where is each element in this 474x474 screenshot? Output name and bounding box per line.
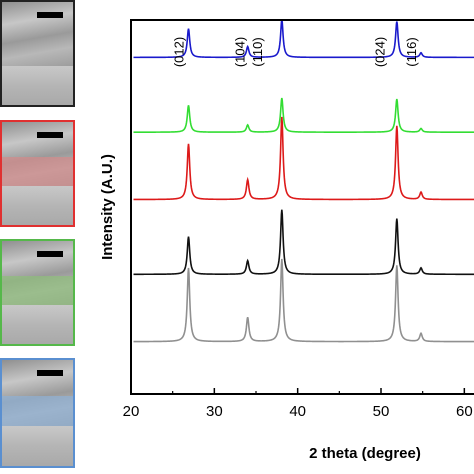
- peak-label-2: (104): [232, 37, 247, 67]
- series-line-1: [133, 19, 474, 59]
- plot-frame: [130, 19, 474, 395]
- x-tick-label-30: 30: [206, 403, 223, 420]
- x-ticks: 20 30 40 50 60: [123, 388, 473, 420]
- sem-panel-3: [0, 239, 75, 346]
- x-tick-label-20: 20: [123, 403, 140, 420]
- series-line-2: [133, 97, 474, 133]
- sem-film-layer: [2, 396, 73, 426]
- peak-label-layer: (012) (104) (110) (024) (116): [172, 37, 420, 67]
- sem-substrate: [2, 425, 73, 466]
- sem-film-layer: [2, 157, 73, 186]
- sem-panel-1: [0, 0, 75, 107]
- x-tick-label-60: 60: [456, 403, 473, 420]
- peak-label-4: (024): [372, 37, 387, 67]
- sem-panel-2: [0, 120, 75, 227]
- scale-bar: [37, 12, 63, 18]
- sem-substrate: [2, 185, 73, 225]
- series-layer: [133, 19, 474, 343]
- series-line-4: [133, 209, 474, 276]
- sem-film-layer: [2, 276, 73, 305]
- x-tick-label-40: 40: [289, 403, 306, 420]
- scale-bar: [37, 132, 63, 138]
- sem-substrate: [2, 65, 73, 105]
- y-axis-label: Intensity (A.U.): [99, 154, 116, 260]
- sem-panel-4: [0, 358, 75, 468]
- x-tick-label-50: 50: [373, 403, 390, 420]
- peak-label-1: (012): [172, 37, 187, 67]
- x-axis-label: 2 theta (degree): [309, 445, 421, 462]
- peak-label-3: (110): [250, 37, 265, 66]
- peak-label-5: (116): [404, 37, 419, 66]
- sem-substrate: [2, 304, 73, 344]
- scale-bar: [37, 370, 63, 376]
- scale-bar: [37, 251, 63, 257]
- series-line-3: [133, 116, 474, 201]
- series-line-5: [133, 258, 474, 343]
